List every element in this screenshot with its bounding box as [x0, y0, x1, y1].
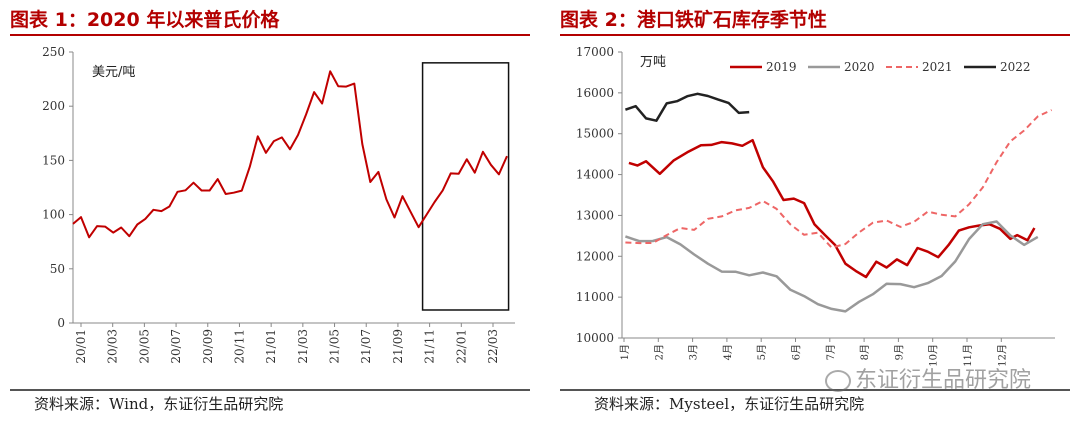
x-tick-label: 21/07 [359, 329, 373, 364]
left-chart: 0 50 100 150 200 250 20/01 20/03 20/05 20/07 20/09… [42, 45, 515, 364]
x-tick-label: 1月 [619, 344, 631, 360]
left-bottom-rule [10, 389, 530, 391]
unit-label: 美元/吨 [92, 65, 135, 80]
y-tick-label: 11000 [576, 290, 614, 304]
legend-label-2019: 2019 [766, 60, 797, 74]
y-tick-label: 16000 [576, 86, 614, 100]
x-tick-label: 20/03 [106, 329, 120, 364]
right-source-note: 资料来源：Mysteel，东证衍生品研究院 [594, 395, 865, 413]
left-chart-title: 图表 1：2020 年以来普氏价格 [10, 9, 280, 31]
x-tick-label: 6月 [791, 344, 803, 360]
series-line-2021 [625, 109, 1053, 249]
right-title-rule [560, 34, 1070, 36]
left-title-rule [10, 34, 530, 36]
x-tick-label: 4月 [722, 344, 734, 360]
x-tick-label: 21/01 [264, 329, 278, 364]
y-tick-label: 100 [42, 208, 65, 222]
legend-label-2021: 2021 [922, 60, 953, 74]
x-tick-label: 21/03 [296, 329, 310, 364]
right-bottom-rule [560, 389, 1070, 391]
unit-label: 万吨 [640, 55, 666, 70]
x-tick-label: 3月 [688, 344, 700, 360]
series-line-2019 [628, 138, 1036, 279]
x-tick-label: 9月 [893, 344, 905, 360]
y-tick-label: 17000 [576, 45, 614, 59]
x-tick-label: 22/03 [486, 329, 500, 364]
x-tick-label: 21/09 [391, 329, 405, 364]
left-source-note: 资料来源：Wind，东证衍生品研究院 [34, 395, 284, 413]
y-tick-label: 14000 [576, 168, 614, 182]
x-tick-label: 8月 [859, 344, 871, 360]
legend-label-2020: 2020 [844, 60, 875, 74]
right-chart-title: 图表 2：港口铁矿石库存季节性 [560, 9, 827, 31]
x-tick-label: 20/09 [201, 329, 215, 364]
x-tick-label: 21/11 [423, 329, 437, 364]
series-line-2022 [624, 92, 750, 122]
y-tick-label: 50 [50, 262, 65, 276]
x-tick-label: 20/11 [232, 329, 246, 364]
series-line-2020 [624, 220, 1039, 313]
y-tick-label: 10000 [576, 331, 614, 345]
highlight-box [421, 62, 510, 311]
x-tick-label: 10月 [928, 344, 940, 367]
x-tick-label: 20/01 [74, 329, 88, 364]
x-tick-label: 20/07 [169, 329, 183, 364]
x-tick-label: 5月 [756, 344, 768, 360]
y-tick-label: 13000 [576, 208, 614, 222]
x-tick-label: 2月 [653, 344, 665, 360]
y-tick-label: 12000 [576, 249, 614, 263]
x-tick-label: 11月 [962, 344, 974, 367]
watermark-text: 东证衍生品研究院 [855, 368, 1032, 393]
x-tick-label: 20/05 [137, 329, 151, 364]
left-panel: 图表 1：2020 年以来普氏价格 0 50 100 150 200 250 20/01 20… [10, 9, 530, 413]
y-tick-label: 200 [42, 99, 65, 113]
x-tick-label: 22/01 [454, 329, 468, 364]
right-chart: 10000 11000 12000 13000 14000 15000 16000 17000… [576, 45, 1055, 367]
x-tick-label: 21/05 [328, 329, 342, 364]
y-tick-label: 0 [57, 316, 65, 330]
x-tick-label: 7月 [825, 344, 837, 360]
wechat-icon [825, 370, 851, 392]
series-line-0 [72, 70, 508, 239]
y-tick-label: 15000 [576, 127, 614, 141]
x-tick-label: 12月 [996, 344, 1008, 367]
watermark: 东证衍生品研究院 [825, 362, 1031, 394]
right-panel: 图表 2：港口铁矿石库存季节性 10000 11000 12000 13000 1400… [540, 0, 1080, 426]
legend-label-2022: 2022 [1000, 60, 1031, 74]
y-tick-label: 250 [42, 45, 65, 59]
y-tick-label: 150 [42, 153, 65, 167]
